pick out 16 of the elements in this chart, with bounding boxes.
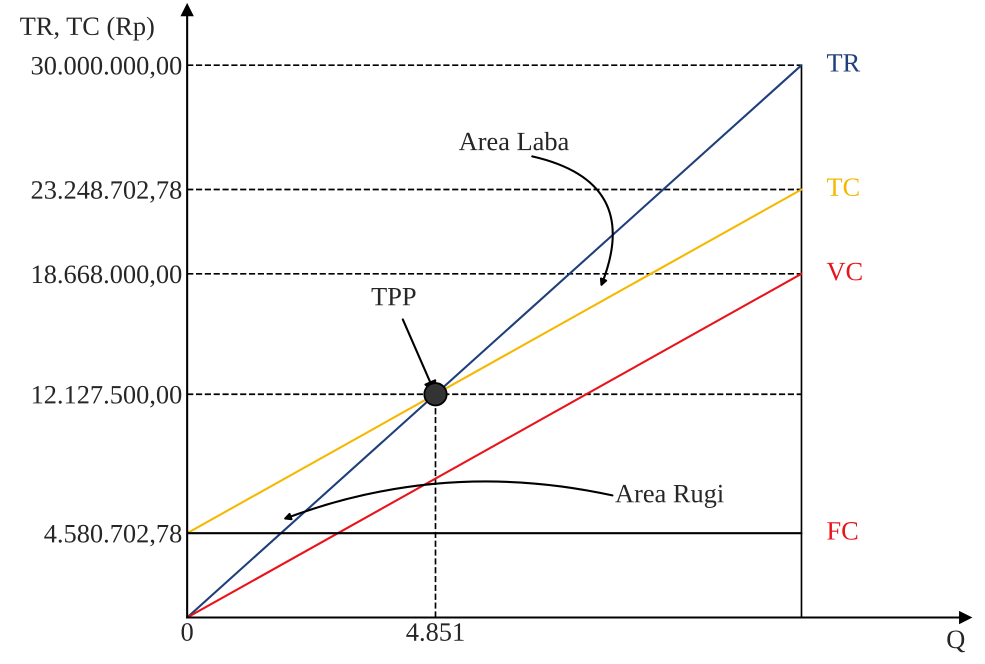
annotation: Area Rugi <box>615 484 724 508</box>
x-tick-label: 4.851 <box>406 623 464 642</box>
x-tick-label: 0 <box>182 623 193 641</box>
y-tick-label: 18.668.000,00 <box>32 265 182 288</box>
y-tick-label: 23.248.702,78 <box>32 181 182 203</box>
annotation: TPP <box>372 288 416 306</box>
series-label: VC <box>826 262 862 281</box>
y-tick-label: 4.580.702,78 <box>44 524 182 546</box>
y-axis-title: TR, TC (Rp) <box>20 16 154 41</box>
x-axis-title: Q <box>947 630 965 652</box>
series-label: TC <box>826 178 859 196</box>
y-tick-label: 12.127.500,00 <box>32 386 182 408</box>
series-label: FC <box>827 522 858 540</box>
annotation: Area Laba <box>458 132 569 150</box>
y-tick-label: 30.000.000,00 <box>32 56 182 78</box>
series-label: TR <box>826 54 860 72</box>
